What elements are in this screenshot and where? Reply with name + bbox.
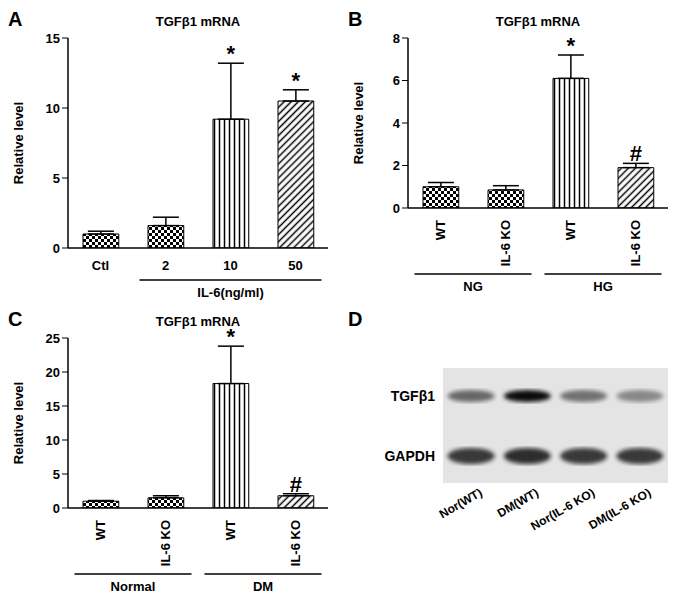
svg-text:15: 15 — [46, 31, 60, 46]
svg-text:HG: HG — [593, 279, 613, 294]
svg-text:50: 50 — [288, 258, 302, 273]
svg-text:0: 0 — [393, 201, 400, 216]
html-text:B: B — [348, 8, 363, 30]
svg-text:GAPDH: GAPDH — [384, 448, 435, 464]
svg-text:WT: WT — [93, 520, 108, 540]
html-text:D: D — [348, 308, 363, 330]
svg-text:20: 20 — [46, 365, 60, 380]
svg-text:#: # — [630, 141, 642, 166]
svg-text:5: 5 — [53, 467, 60, 482]
svg-text:Ctl: Ctl — [92, 258, 109, 273]
svg-text:WT: WT — [563, 220, 578, 240]
svg-text:Nor(WT): Nor(WT) — [437, 485, 485, 521]
svg-text:2: 2 — [162, 258, 169, 273]
svg-text:2: 2 — [393, 158, 400, 173]
svg-text:10: 10 — [46, 433, 60, 448]
svg-text:10: 10 — [46, 101, 60, 116]
svg-text:Normal: Normal — [111, 579, 156, 594]
svg-text:6: 6 — [393, 73, 400, 88]
svg-text:*: * — [227, 324, 236, 349]
svg-text:5: 5 — [53, 171, 60, 186]
svg-text:*: * — [567, 33, 576, 58]
svg-text:IL-6 KO: IL-6 KO — [498, 220, 513, 266]
svg-text:IL-6 KO: IL-6 KO — [628, 220, 643, 266]
svg-text:15: 15 — [46, 399, 60, 414]
svg-text:0: 0 — [53, 241, 60, 256]
svg-text:4: 4 — [393, 116, 401, 131]
html-text:C: C — [8, 308, 23, 330]
svg-text:8: 8 — [393, 31, 400, 46]
svg-text:25: 25 — [46, 331, 60, 346]
svg-text:NG: NG — [463, 279, 483, 294]
svg-text:10: 10 — [223, 258, 237, 273]
html-text:A: A — [8, 8, 23, 30]
svg-text:*: * — [227, 41, 236, 66]
svg-text:0: 0 — [53, 501, 60, 516]
svg-text:IL-6 KO: IL-6 KO — [288, 520, 303, 566]
svg-text:Relative level: Relative level — [11, 102, 26, 184]
html-text:TGFβ1 mRNA: TGFβ1 mRNA — [495, 14, 581, 29]
html-text:TGFβ1 mRNA: TGFβ1 mRNA — [155, 14, 241, 29]
svg-text:#: # — [290, 472, 302, 497]
svg-text:DM(WT): DM(WT) — [495, 485, 541, 520]
svg-text:IL-6(ng/ml): IL-6(ng/ml) — [197, 285, 263, 300]
svg-text:TGFβ1: TGFβ1 — [391, 388, 436, 404]
svg-text:Relative level: Relative level — [351, 82, 366, 164]
svg-text:Nor(IL-6 KO): Nor(IL-6 KO) — [528, 485, 597, 533]
svg-text:WT: WT — [433, 220, 448, 240]
html-text:TGFβ1 mRNA: TGFβ1 mRNA — [155, 314, 241, 329]
svg-text:*: * — [292, 68, 301, 93]
svg-text:DM(IL-6 KO): DM(IL-6 KO) — [586, 485, 653, 532]
svg-text:Relative level: Relative level — [11, 382, 26, 464]
svg-text:WT: WT — [223, 520, 238, 540]
svg-text:IL-6 KO: IL-6 KO — [158, 520, 173, 566]
svg-text:DM: DM — [253, 579, 273, 594]
